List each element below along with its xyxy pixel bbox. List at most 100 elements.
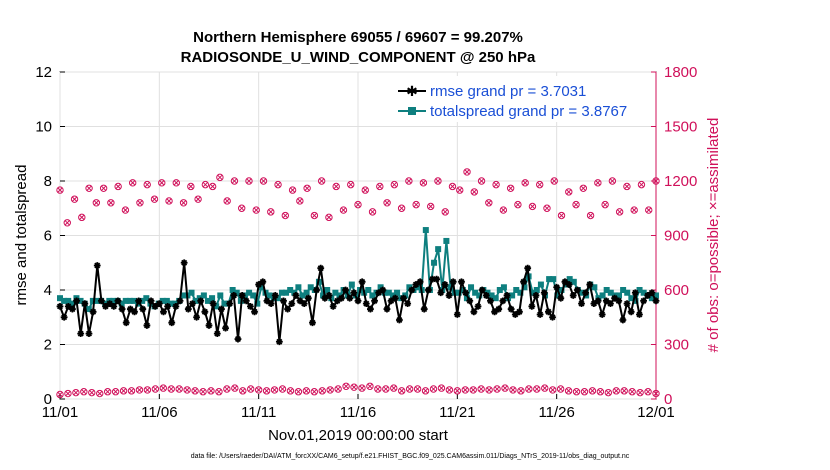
rmse-point [453, 311, 461, 318]
obs-lower-assimilated [542, 385, 548, 391]
totalspread-point [266, 292, 273, 299]
obs-upper-possible [492, 180, 500, 189]
obs-upper-possible [252, 206, 260, 214]
y-tick-label: 12 [35, 64, 52, 81]
obs-upper-assimilated [558, 212, 565, 219]
obs-lower-possible [366, 382, 374, 390]
obs-lower-possible [374, 385, 382, 393]
obs-upper-assimilated [340, 207, 347, 213]
totalspread-point [159, 297, 166, 304]
totalspread-point [369, 292, 376, 299]
obs-lower-possible [429, 385, 438, 393]
obs-upper-assimilated [449, 183, 456, 190]
obs-lower-possible [445, 386, 454, 394]
totalspread-point [163, 297, 170, 304]
rmse-point [238, 292, 246, 299]
rmse-point [594, 297, 602, 305]
x-tick-label: 11/16 [340, 404, 376, 421]
obs-upper-possible [230, 177, 239, 185]
obs-upper-possible [121, 206, 130, 214]
rmse-point [375, 289, 383, 297]
rmse-point [189, 300, 196, 308]
rmse-point [540, 289, 548, 297]
totalspread-point [365, 287, 372, 293]
rmse-point [226, 300, 234, 308]
rmse-point [89, 308, 97, 316]
obs-lower-possible [556, 385, 565, 393]
obs-upper-possible [499, 206, 508, 214]
rmse-point [77, 330, 85, 337]
totalspread-point [579, 289, 586, 296]
rmse-point [371, 297, 378, 305]
obs-lower-possible [310, 388, 318, 396]
totalspread-point [632, 297, 639, 304]
y-axis-right: 0 300 600 900 1200 1500 1800 [651, 64, 697, 408]
obs-lower-possible [485, 386, 493, 394]
rmse-point [329, 302, 337, 310]
rmse-point [342, 286, 349, 294]
rmse-point [97, 297, 105, 305]
obs-upper-possible [245, 177, 253, 185]
rmse-point [304, 294, 312, 302]
obs-lower-possible [588, 387, 597, 395]
obs-lower-assimilated [216, 389, 222, 395]
obs-lower-assimilated [558, 386, 564, 392]
obs-lower-possible [564, 387, 573, 395]
rmse-point [412, 281, 420, 288]
rmse-point [487, 297, 494, 305]
obs-upper-assimilated [384, 200, 390, 206]
obs-upper-assimilated [64, 220, 70, 226]
rmse-point [590, 300, 598, 308]
totalspread-point [496, 287, 503, 293]
totalspread-point [118, 300, 125, 307]
obs-upper-possible [85, 184, 93, 192]
totalspread-point [500, 284, 507, 291]
obs-lower-assimilated [200, 389, 206, 395]
obs-upper-assimilated [638, 182, 645, 188]
obs-lower-assimilated [430, 386, 437, 392]
rmse-point [259, 278, 267, 286]
obs-lower-possible [413, 385, 422, 393]
rmse-point [64, 302, 72, 310]
rmse-point [524, 264, 532, 272]
obs-lower-assimilated [589, 388, 595, 394]
obs-lower-possible [215, 388, 223, 396]
obs-upper-assimilated [464, 169, 470, 175]
rmse-point [81, 300, 89, 308]
obs-upper-possible [528, 202, 537, 211]
totalspread-point [69, 300, 76, 307]
obs-lower-assimilated [422, 388, 429, 394]
y-right-tick-label: 1800 [664, 64, 697, 81]
obs-lower-possible [326, 386, 334, 394]
obs-lower-assimilated [518, 388, 524, 394]
rmse-point [367, 305, 374, 313]
rmse-point [466, 297, 474, 305]
rmse-point [532, 292, 540, 299]
totalspread-point [447, 284, 454, 291]
obs-lower-assimilated [144, 387, 150, 393]
obs-lower-assimilated [279, 386, 286, 392]
obs-lower-possible [183, 386, 191, 394]
x-tick-label: 11/06 [141, 404, 177, 421]
totalspread-point [616, 292, 623, 299]
obs-upper-possible [107, 199, 115, 207]
totalspread-point [443, 237, 450, 244]
obs-lower-possible [294, 388, 303, 396]
rmse-point [458, 278, 465, 286]
totalspread-point [509, 292, 516, 299]
obs-upper-possible [412, 200, 420, 209]
obs-upper-assimilated [108, 200, 114, 206]
rmse-point [627, 308, 635, 316]
obs-upper-assimilated [435, 178, 441, 184]
obs-upper-possible [426, 202, 435, 211]
obs-upper-possible [572, 200, 580, 209]
obs-upper-possible [615, 208, 624, 216]
legend-spread-label: totalspread grand pr = 3.8767 [430, 103, 627, 120]
obs-upper-possible [208, 182, 217, 191]
totalspread-point [624, 289, 631, 296]
totalspread-point [546, 276, 553, 283]
obs-upper-assimilated [188, 183, 194, 190]
y-right-tick-label: 300 [664, 337, 689, 354]
totalspread-point [274, 295, 281, 302]
obs-lower-assimilated [597, 389, 603, 395]
